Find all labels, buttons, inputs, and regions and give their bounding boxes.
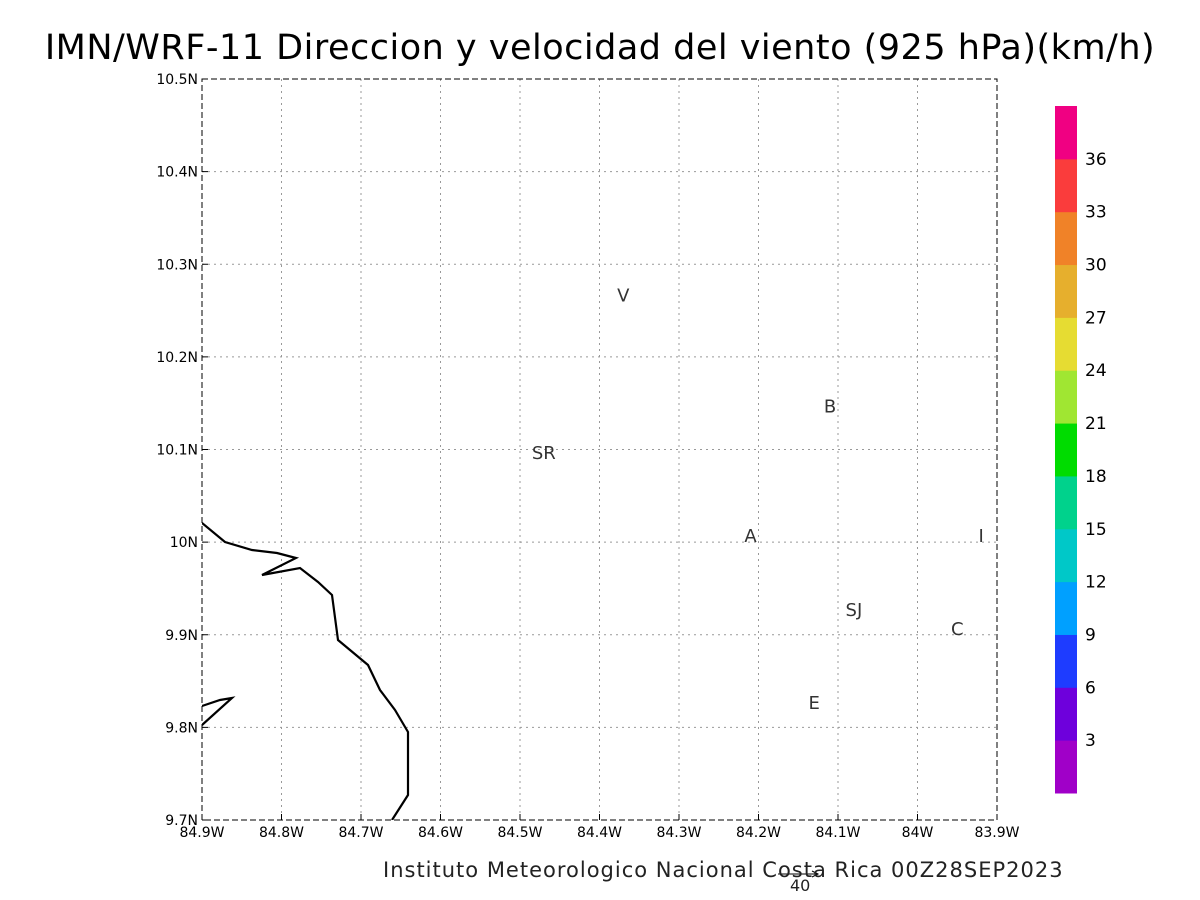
city-label-i: I: [978, 526, 983, 547]
city-label-sr: SR: [532, 443, 556, 464]
y-tick-label: 9.7N: [165, 813, 198, 829]
x-tick-label: 84.2W: [736, 825, 781, 841]
x-tick-label: 84W: [902, 825, 934, 841]
colorbar-label: 12: [1085, 573, 1107, 593]
colorbar-label: 3: [1085, 731, 1096, 751]
colorbar-label: 9: [1085, 625, 1096, 645]
y-tick-label: 10.2N: [156, 350, 198, 366]
colorbar-label: 21: [1085, 414, 1107, 434]
colorbar-segment: [1055, 475, 1077, 530]
city-label-e: E: [808, 693, 819, 714]
y-tick-label: 10.4N: [156, 165, 198, 181]
colorbar-segment: [1055, 106, 1077, 160]
x-tick-label: 84.3W: [656, 825, 701, 841]
city-label-v: V: [617, 285, 630, 306]
x-tick-label: 84.4W: [577, 825, 622, 841]
coastline: [202, 522, 410, 820]
colorbar-label: 36: [1085, 150, 1107, 170]
y-tick-label: 10.1N: [156, 443, 198, 459]
colorbar-segment: [1055, 740, 1077, 794]
colorbar-segment: [1055, 528, 1077, 583]
coastline-islet: [202, 696, 236, 726]
y-tick-label: 10.3N: [156, 257, 198, 273]
colorbar-label: 18: [1085, 467, 1107, 487]
credit-line: Instituto Meteorologico Nacional Costa R…: [383, 858, 1064, 882]
grid-lines: [202, 79, 997, 820]
x-tick-label: 84.6W: [418, 825, 463, 841]
city-label-sj: SJ: [846, 600, 863, 621]
x-tick-label: 84.1W: [815, 825, 860, 841]
city-label-b: B: [824, 396, 836, 417]
city-labels: V B SR A I SJ C E: [532, 285, 984, 714]
reference-vector-label: 40: [790, 876, 811, 895]
colorbar-segment: [1055, 211, 1077, 266]
y-tick-label: 9.8N: [165, 720, 198, 736]
colorbar-label: 6: [1085, 678, 1096, 698]
reference-vector: [778, 870, 820, 878]
y-tick-label: 9.9N: [165, 628, 198, 644]
colorbar-segment: [1055, 370, 1077, 424]
colorbar-segment: [1055, 687, 1077, 741]
city-label-a: A: [744, 526, 757, 547]
colorbar-segment: [1055, 158, 1077, 213]
colorbar-label: 33: [1085, 203, 1107, 223]
y-axis-ticks: 9.7N 9.8N 9.9N 10N 10.1N 10.2N 10.3N 10.4N 10.5N: [156, 72, 208, 829]
x-axis-ticks: 84.9W 84.8W 84.7W 84.6W 84.5W 84.4W 84.3W 84.2W…: [179, 814, 1020, 841]
x-tick-label: 84.9W: [179, 825, 224, 841]
x-tick-label: 83.9W: [974, 825, 1019, 841]
colorbar-segment: [1055, 317, 1077, 371]
colorbar-label: 24: [1085, 361, 1107, 381]
y-tick-label: 10.5N: [156, 72, 198, 88]
colorbar-label: 27: [1085, 308, 1107, 328]
city-label-c: C: [951, 619, 964, 640]
colorbar-label: 30: [1085, 256, 1107, 276]
colorbar-segment: [1055, 634, 1077, 688]
x-tick-label: 84.5W: [497, 825, 542, 841]
y-tick-label: 10N: [170, 535, 198, 551]
coastline-main: [202, 522, 410, 820]
colorbar-segment: [1055, 581, 1077, 635]
x-tick-label: 84.7W: [338, 825, 383, 841]
colorbar-segment: [1055, 423, 1077, 477]
map-title: IMN/WRF-11 Direccion y velocidad del vie…: [44, 28, 1156, 68]
reference-arrow-head: [811, 870, 820, 878]
x-tick-label: 84.8W: [259, 825, 304, 841]
colorbar-label: 15: [1085, 520, 1107, 540]
colorbar-segment: [1055, 264, 1077, 318]
